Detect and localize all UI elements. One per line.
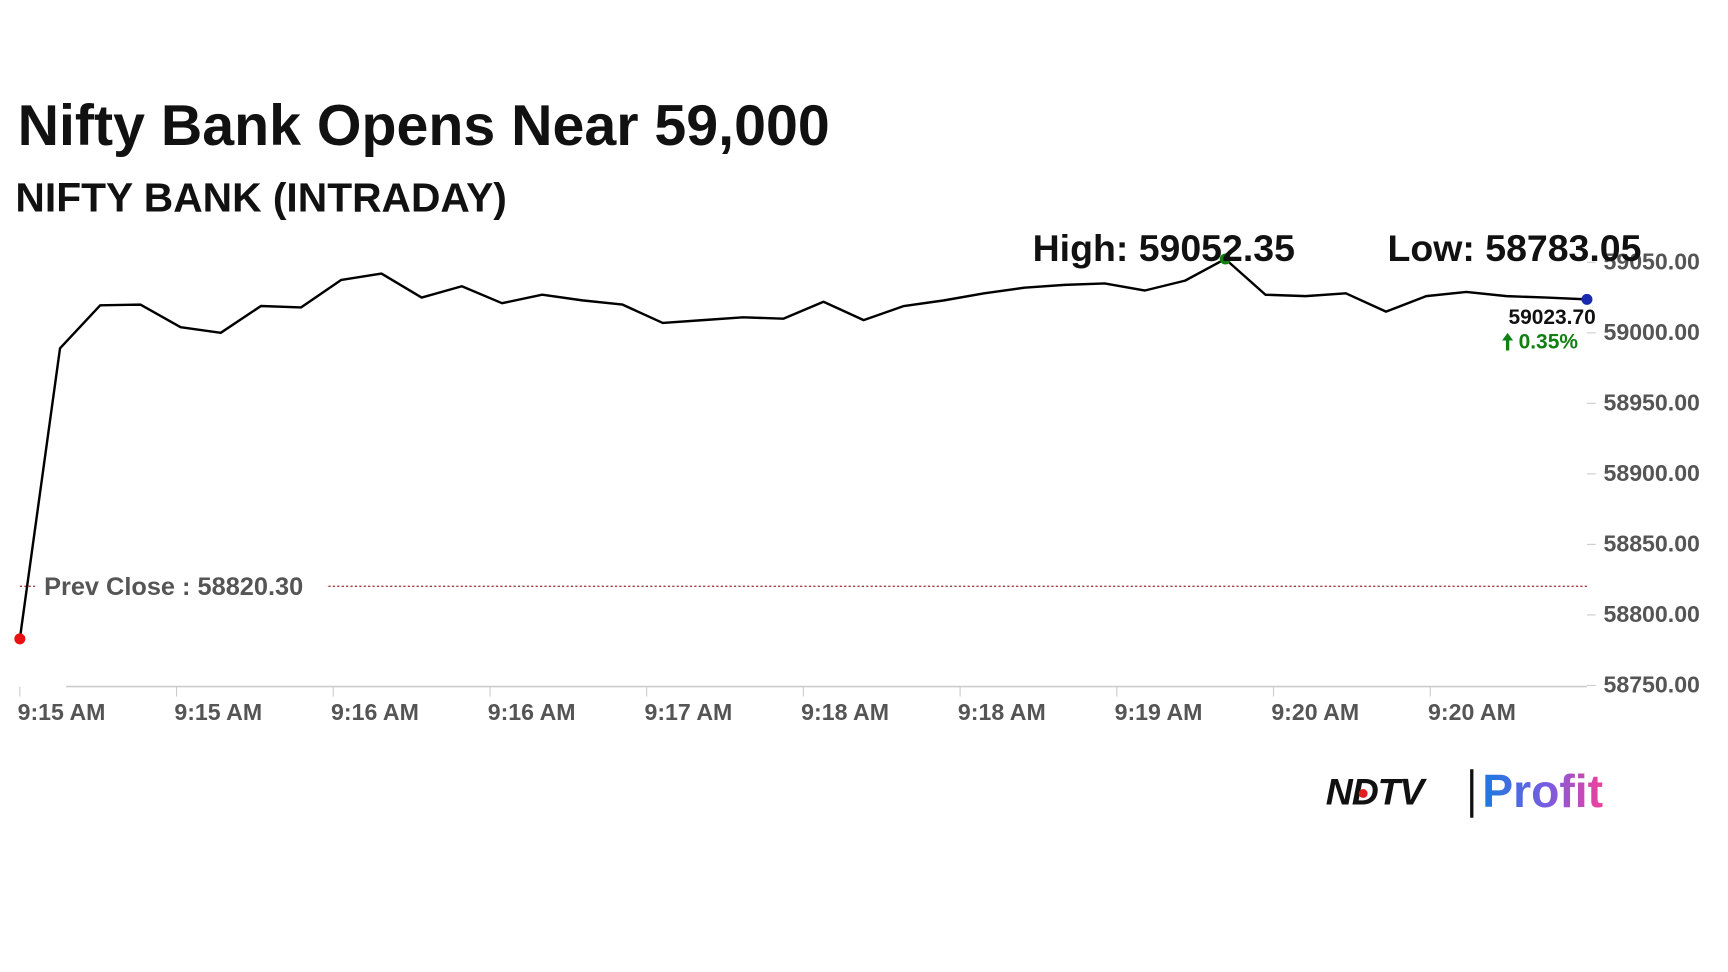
logo-divider <box>1470 769 1474 818</box>
y-tick-label: 58750.00 <box>1603 672 1699 698</box>
high-label: High: 59052.35 <box>1033 227 1295 269</box>
y-tick-label: 59050.00 <box>1603 248 1699 274</box>
plot-area: 58750.00 58800.00 58850.00 58900.00 58950.00… <box>14 248 1700 725</box>
up-arrow <box>1502 332 1514 351</box>
y-tick-label: 58850.00 <box>1603 531 1699 557</box>
x-tick-label: 9:15 AM <box>174 699 262 725</box>
x-tick-label: 9:17 AM <box>644 699 732 725</box>
logo: NDTV Profit <box>1326 765 1603 818</box>
logo-ndtv: NDTV <box>1326 770 1428 812</box>
prev-close-label: Prev Close : 58820.30 <box>44 573 303 601</box>
x-tick-label: 9:19 AM <box>1115 699 1203 725</box>
x-tick-label: 9:15 AM <box>18 699 106 725</box>
x-tick-label: 9:18 AM <box>801 699 889 725</box>
low-label: Low: 58783.05 <box>1387 227 1641 269</box>
chart-title: Nifty Bank Opens Near 59,000 <box>18 94 830 158</box>
price-line <box>18 257 1587 640</box>
y-tick-label: 58950.00 <box>1603 390 1699 416</box>
y-tick-label: 58800.00 <box>1603 601 1699 627</box>
y-tick-label: 59000.00 <box>1603 319 1699 345</box>
x-tick-label: 9:18 AM <box>958 699 1046 725</box>
x-tick-label: 9:16 AM <box>488 699 576 725</box>
last-marker <box>1581 293 1593 305</box>
x-tick-label: 9:20 AM <box>1428 699 1516 725</box>
prev-close-label-bg <box>35 568 327 602</box>
x-tick-label: 9:16 AM <box>331 699 419 725</box>
change-label: 0.35% <box>1519 330 1579 353</box>
low-marker <box>14 633 26 645</box>
y-tick-label: 58900.00 <box>1603 460 1699 486</box>
last-value-label: 59023.70 <box>1508 306 1595 329</box>
chart-subtitle: NIFTY BANK (INTRADAY) <box>15 174 506 220</box>
logo-profit: Profit <box>1482 765 1603 817</box>
high-marker <box>1219 253 1231 265</box>
logo-dot <box>1358 789 1368 798</box>
x-tick-label: 9:20 AM <box>1271 699 1359 725</box>
